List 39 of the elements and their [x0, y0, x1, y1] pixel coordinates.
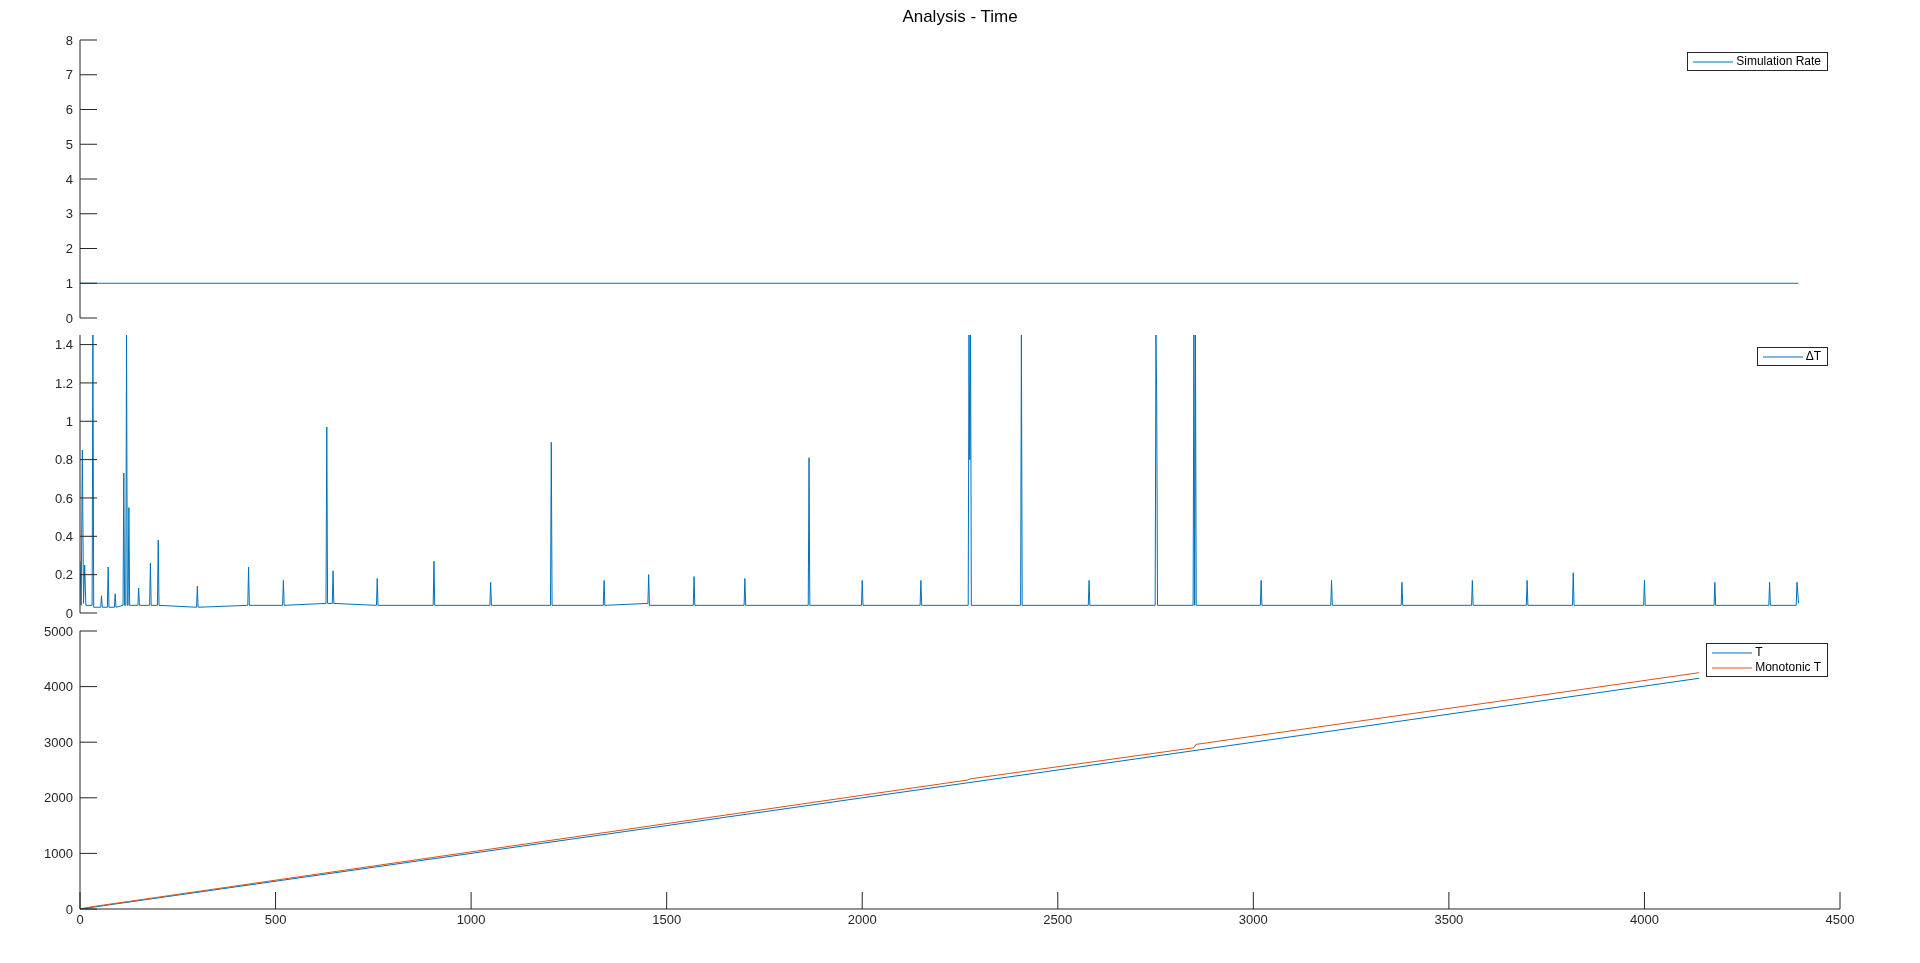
- x-tick-label: 2500: [1043, 912, 1073, 928]
- y-tick-label: 3: [65, 206, 73, 222]
- y-tick-label: 8: [65, 32, 73, 48]
- x-tick-label: 4000: [1629, 912, 1659, 928]
- y-tick-label: 4000: [44, 679, 73, 695]
- y-tick-label: 0: [65, 310, 73, 326]
- y-tick-label: 0.2: [54, 567, 73, 583]
- x-tick-label: 1500: [652, 912, 682, 928]
- y-tick-label: 0.8: [54, 452, 73, 468]
- x-tick-label: 2000: [847, 912, 877, 928]
- x-tick-label: 3000: [1238, 912, 1268, 928]
- x-tick-label: 3500: [1434, 912, 1464, 928]
- y-tick-label: 7: [65, 67, 73, 83]
- x-tick-label: 4500: [1825, 912, 1855, 928]
- legend-label: Simulation Rate: [1736, 54, 1821, 69]
- x-tick-label: 0: [76, 912, 84, 928]
- y-tick-label: 5000: [44, 623, 73, 639]
- y-tick-label: 0.4: [54, 528, 73, 544]
- x-tick-label: 1000: [456, 912, 486, 928]
- y-tick-label: 1: [65, 413, 73, 429]
- y-tick-label: 1: [65, 275, 73, 291]
- y-tick-label: 0: [65, 901, 73, 917]
- line-series: [80, 335, 1800, 608]
- y-tick-label: 2000: [44, 790, 73, 806]
- y-tick-label: 2: [65, 241, 73, 257]
- y-tick-label: 3000: [44, 734, 73, 750]
- legend-label: Monotonic T: [1755, 660, 1821, 675]
- chart-title: Analysis - Time: [901, 6, 1019, 28]
- legend-label: ΔT: [1805, 349, 1821, 364]
- y-tick-label: 6: [65, 102, 73, 118]
- legend-label: T: [1755, 645, 1763, 660]
- y-tick-label: 4: [65, 171, 73, 187]
- y-tick-label: 0.6: [54, 490, 73, 506]
- x-tick-label: 500: [264, 912, 287, 928]
- y-tick-label: 5: [65, 136, 73, 152]
- y-tick-label: 0: [65, 605, 73, 621]
- y-tick-label: 1.4: [54, 337, 73, 353]
- y-tick-label: 1000: [44, 846, 73, 862]
- y-tick-label: 1.2: [54, 375, 73, 391]
